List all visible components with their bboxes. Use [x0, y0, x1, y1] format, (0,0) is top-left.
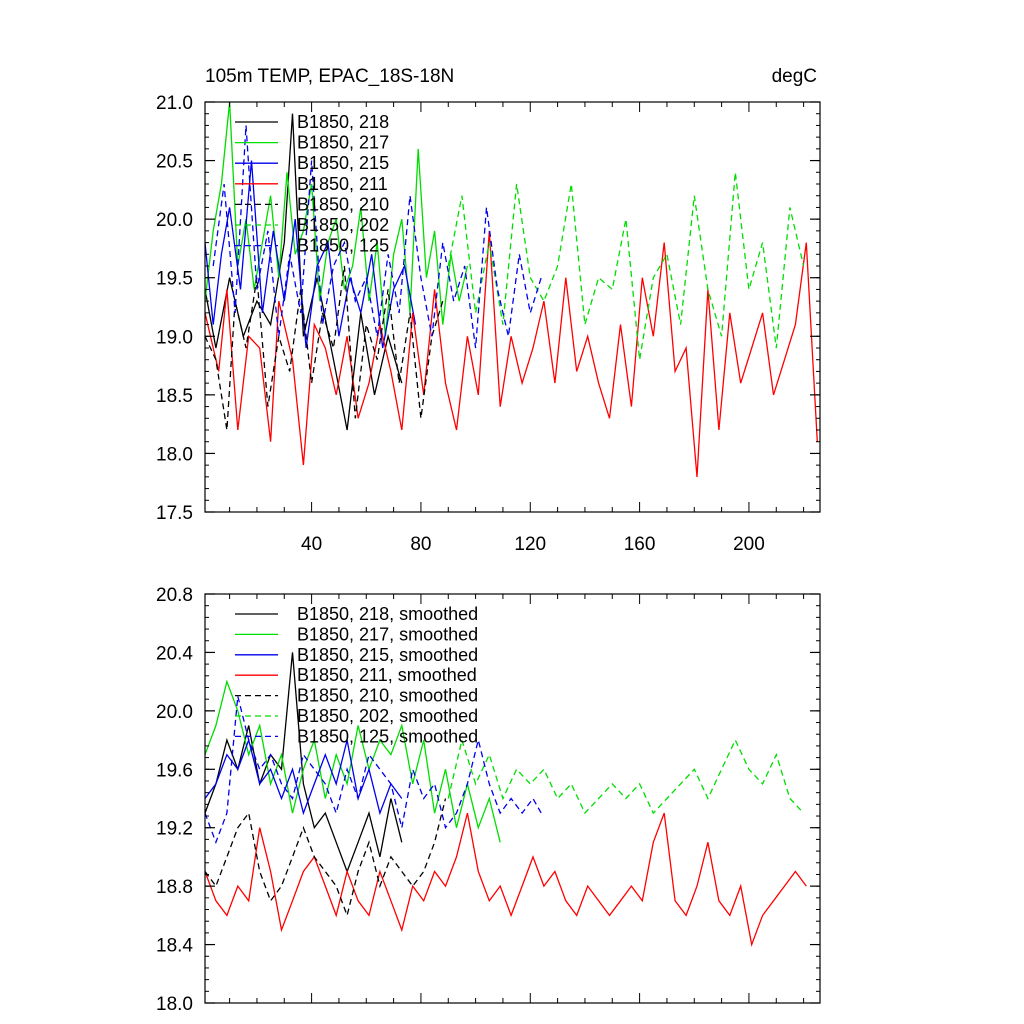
y-tick-label: 20.0: [156, 702, 193, 723]
top-panel: 17.5 18.0 18.5 19.0 19.5 20.0 20.5 21.0 40 80 120 1…: [156, 66, 821, 555]
legend-label: B1850, 202, smoothed: [297, 706, 478, 726]
x-tick-label: 200: [733, 534, 765, 555]
y-tick-label: 17.5: [156, 503, 193, 524]
legend-label: B1850, 125: [297, 236, 389, 256]
y-tick-label: 19.0: [156, 327, 193, 348]
y-tick-label: 18.0: [156, 994, 193, 1015]
legend-label: B1850, 211, smoothed: [297, 665, 477, 685]
series-line-5: [447, 737, 805, 815]
series-line-2: [205, 160, 417, 349]
legend-label: B1850, 210: [297, 194, 389, 214]
y-tick-label: 18.8: [156, 877, 193, 898]
series-line-4: [205, 798, 447, 918]
legend-label: B1850, 217, smoothed: [297, 624, 478, 644]
x-tick-label: 40: [301, 534, 322, 555]
y-tick-label: 18.0: [156, 444, 193, 465]
chart-title: 105m TEMP, EPAC_18S-18N: [205, 66, 454, 87]
x-tick-label: 160: [624, 534, 656, 555]
series-line-5: [447, 172, 805, 360]
y-tick-label: 18.4: [156, 936, 193, 957]
y-tick-label: 20.4: [156, 643, 193, 664]
series-line-3: [205, 230, 818, 477]
y-tick-label: 20.8: [156, 585, 193, 606]
y-tick-label: 20.0: [156, 210, 193, 231]
legend-label: B1850, 215, smoothed: [297, 645, 478, 665]
legend-label: B1850, 218: [297, 112, 389, 132]
x-tick-label: 120: [514, 534, 546, 555]
y-tick-label: 21.0: [156, 93, 193, 114]
legend-label: B1850, 210, smoothed: [297, 686, 478, 706]
y-tick-label: 19.6: [156, 760, 193, 781]
units-label: degC: [772, 66, 817, 87]
series-line-2: [205, 737, 403, 816]
x-tick-label: 80: [410, 534, 431, 555]
series-group: [205, 652, 807, 948]
bottom-panel: 18.0 18.4 18.8 19.2 19.6 20.0 20.4 20.8 B1850, 2…: [156, 585, 821, 1015]
legend-label: B1850, 202: [297, 215, 389, 235]
series-line-1: [205, 679, 501, 843]
plot-frame: [204, 593, 821, 1004]
plot-frame: [204, 101, 821, 513]
y-tick-label: 19.5: [156, 269, 193, 290]
y-tick-label: 18.5: [156, 386, 193, 407]
legend-label: B1850, 218, smoothed: [297, 604, 478, 624]
series-line-3: [205, 812, 807, 948]
series-line-1: [205, 102, 469, 337]
series-line-6: [205, 696, 542, 845]
series-group: [205, 102, 818, 477]
legend-label: B1850, 125, smoothed: [297, 726, 478, 746]
legend-label: B1850, 211: [297, 174, 388, 194]
legend-label: B1850, 215: [297, 153, 389, 173]
series-line-6: [212, 125, 542, 349]
y-tick-label: 19.2: [156, 819, 193, 840]
series-line-4: [205, 265, 444, 431]
y-tick-label: 20.5: [156, 152, 193, 173]
legend-label: B1850, 217: [297, 133, 389, 153]
